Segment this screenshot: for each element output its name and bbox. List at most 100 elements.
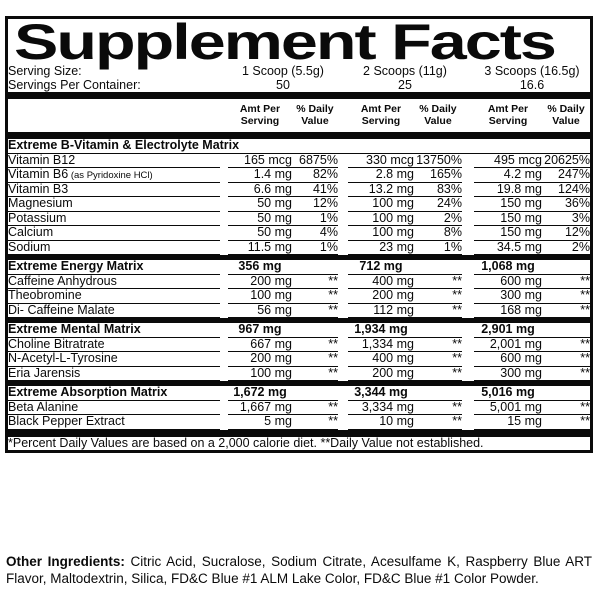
daily-value-footnote: *Percent Daily Values are based on a 2,0…	[8, 436, 484, 450]
daily-value-cell: 20625%	[541, 153, 590, 169]
ingredient-row: Vitamin B12 165 mcg 6875% 330 mcg 13750% 495 …	[8, 153, 590, 169]
section-dv-empty	[413, 323, 462, 338]
daily-value-cell: **	[541, 400, 590, 416]
amount-cell: 50 mg	[227, 225, 292, 241]
ingredient-row: N-Acetyl-L-Tyrosine 200 mg ** 400 mg ** 600 m…	[8, 351, 590, 367]
daily-value-cell: 124%	[541, 182, 590, 198]
amount-cell: 150 mg	[473, 211, 542, 227]
ingredient-row: Magnesium 50 mg 12% 100 mg 24% 150 mg 36%	[8, 196, 590, 212]
section-total-amount: 356 mg	[227, 260, 292, 275]
ingredient-name: Vitamin B6 (as Pyridoxine HCl)	[8, 167, 220, 183]
ingredient-row: Theobromine 100 mg ** 200 mg ** 300 mg **	[8, 288, 590, 304]
ingredient-row: Calcium 50 mg 4% 100 mg 8% 150 mg 12%	[8, 225, 590, 241]
ingredient-row: Di- Caffeine Malate 56 mg ** 112 mg ** 168 mg…	[8, 303, 590, 319]
daily-value-cell: 2%	[541, 240, 590, 256]
amount-cell: 200 mg	[347, 366, 414, 382]
section-dv-empty	[291, 260, 338, 275]
section-dv-empty	[413, 260, 462, 275]
amount-cell: 165 mcg	[227, 153, 292, 169]
amount-cell: 100 mg	[227, 288, 292, 304]
section-total-amount: 1,934 mg	[347, 323, 414, 338]
ingredient-row: Eria Jarensis 100 mg ** 200 mg ** 300 mg **	[8, 366, 590, 382]
amt-per-serving-header: Amt Per Serving	[239, 103, 281, 128]
other-ingredients-label: Other Ingredients:	[6, 554, 125, 569]
daily-value-header: % Daily Value	[296, 103, 334, 128]
daily-value-header: % Daily Value	[419, 103, 457, 128]
daily-value-cell: **	[413, 366, 462, 382]
daily-value-cell: **	[413, 414, 462, 430]
other-ingredients: Other Ingredients: Citric Acid, Sucralos…	[6, 553, 592, 588]
ingredient-name: Magnesium	[8, 196, 220, 212]
daily-value-cell: **	[413, 303, 462, 319]
daily-value-cell: **	[541, 274, 590, 290]
ingredient-name: Caffeine Anhydrous	[8, 274, 220, 290]
divider-bar	[8, 92, 590, 99]
amount-cell: 23 mg	[347, 240, 414, 256]
daily-value-cell: **	[291, 303, 338, 319]
ingredient-name: Potassium	[8, 211, 220, 227]
daily-value-cell: **	[541, 288, 590, 304]
daily-value-cell: **	[291, 414, 338, 430]
ingredient-name-note: (as Pyridoxine HCl)	[68, 170, 153, 182]
section-total-amount: 1,672 mg	[227, 386, 292, 401]
section-total-amount: 5,016 mg	[473, 386, 542, 401]
section-name: Extreme Absorption Matrix	[8, 386, 220, 401]
daily-value-cell: 12%	[541, 225, 590, 241]
amount-cell: 50 mg	[227, 196, 292, 212]
amount-cell: 400 mg	[347, 274, 414, 290]
amount-cell: 13.2 mg	[347, 182, 414, 198]
section-total-amount: 712 mg	[347, 260, 414, 275]
ingredient-name: Sodium	[8, 240, 220, 256]
section-divider-bar	[8, 317, 590, 324]
daily-value-cell: **	[541, 337, 590, 353]
amount-cell: 1.4 mg	[227, 167, 292, 183]
ingredient-name: Choline Bitratrate	[8, 337, 220, 353]
amount-cell: 100 mg	[347, 225, 414, 241]
daily-value-cell: **	[413, 351, 462, 367]
daily-value-cell: **	[291, 351, 338, 367]
daily-value-cell: 1%	[291, 211, 338, 227]
ingredient-name: Eria Jarensis	[8, 366, 220, 382]
daily-value-cell: 2%	[413, 211, 462, 227]
daily-value-cell: 8%	[413, 225, 462, 241]
amount-cell: 495 mcg	[473, 153, 542, 169]
daily-value-header: % Daily Value	[547, 103, 585, 128]
servings-per-container-row: Servings Per Container: 50 25 16.6	[8, 79, 590, 93]
amount-cell: 150 mg	[473, 225, 542, 241]
amount-cell: 200 mg	[347, 288, 414, 304]
servings-count-3: 16.6	[519, 78, 545, 92]
amount-cell: 300 mg	[473, 288, 542, 304]
section-total-amount: 3,344 mg	[347, 386, 414, 401]
daily-value-cell: 24%	[413, 196, 462, 212]
section-header-row: Extreme Energy Matrix 356 mg 712 mg 1,068 m…	[8, 260, 590, 275]
amount-cell: 100 mg	[347, 196, 414, 212]
section-total-amount: 1,068 mg	[473, 260, 542, 275]
amount-cell: 100 mg	[347, 211, 414, 227]
section-dv-empty	[413, 386, 462, 401]
daily-value-cell: **	[291, 288, 338, 304]
daily-value-cell: **	[413, 288, 462, 304]
amount-cell: 400 mg	[347, 351, 414, 367]
section-dv-empty	[291, 386, 338, 401]
amount-cell: 168 mg	[473, 303, 542, 319]
amount-cell: 5,001 mg	[473, 400, 542, 416]
section-name: Extreme Mental Matrix	[8, 323, 220, 338]
ingredient-row: Black Pepper Extract 5 mg ** 10 mg ** 15 mg **	[8, 414, 590, 430]
ingredient-row: Potassium 50 mg 1% 100 mg 2% 150 mg 3%	[8, 211, 590, 227]
ingredient-name: Beta Alanine	[8, 400, 220, 416]
ingredient-name: N-Acetyl-L-Tyrosine	[8, 351, 220, 367]
ingredient-row: Choline Bitratrate 667 mg ** 1,334 mg ** 2,00…	[8, 337, 590, 353]
serving-size-value-2: 2 Scoops (11g)	[363, 65, 447, 78]
amount-cell: 1,667 mg	[227, 400, 292, 416]
ingredient-name: Vitamin B3	[8, 182, 220, 198]
section-header-row: Extreme Absorption Matrix 1,672 mg 3,344 m…	[8, 386, 590, 401]
supplement-facts-panel: Supplement Facts Serving Size: 1 Scoop (…	[5, 16, 593, 454]
daily-value-cell: 13750%	[413, 153, 462, 169]
panel-title: Supplement Facts	[14, 14, 557, 70]
amount-cell: 1,334 mg	[347, 337, 414, 353]
daily-value-cell: 6875%	[291, 153, 338, 169]
daily-value-cell: **	[291, 337, 338, 353]
serving-size-row: Serving Size: 1 Scoop (5.5g) 2 Scoops (1…	[8, 65, 590, 79]
section-dv-empty	[541, 386, 590, 401]
